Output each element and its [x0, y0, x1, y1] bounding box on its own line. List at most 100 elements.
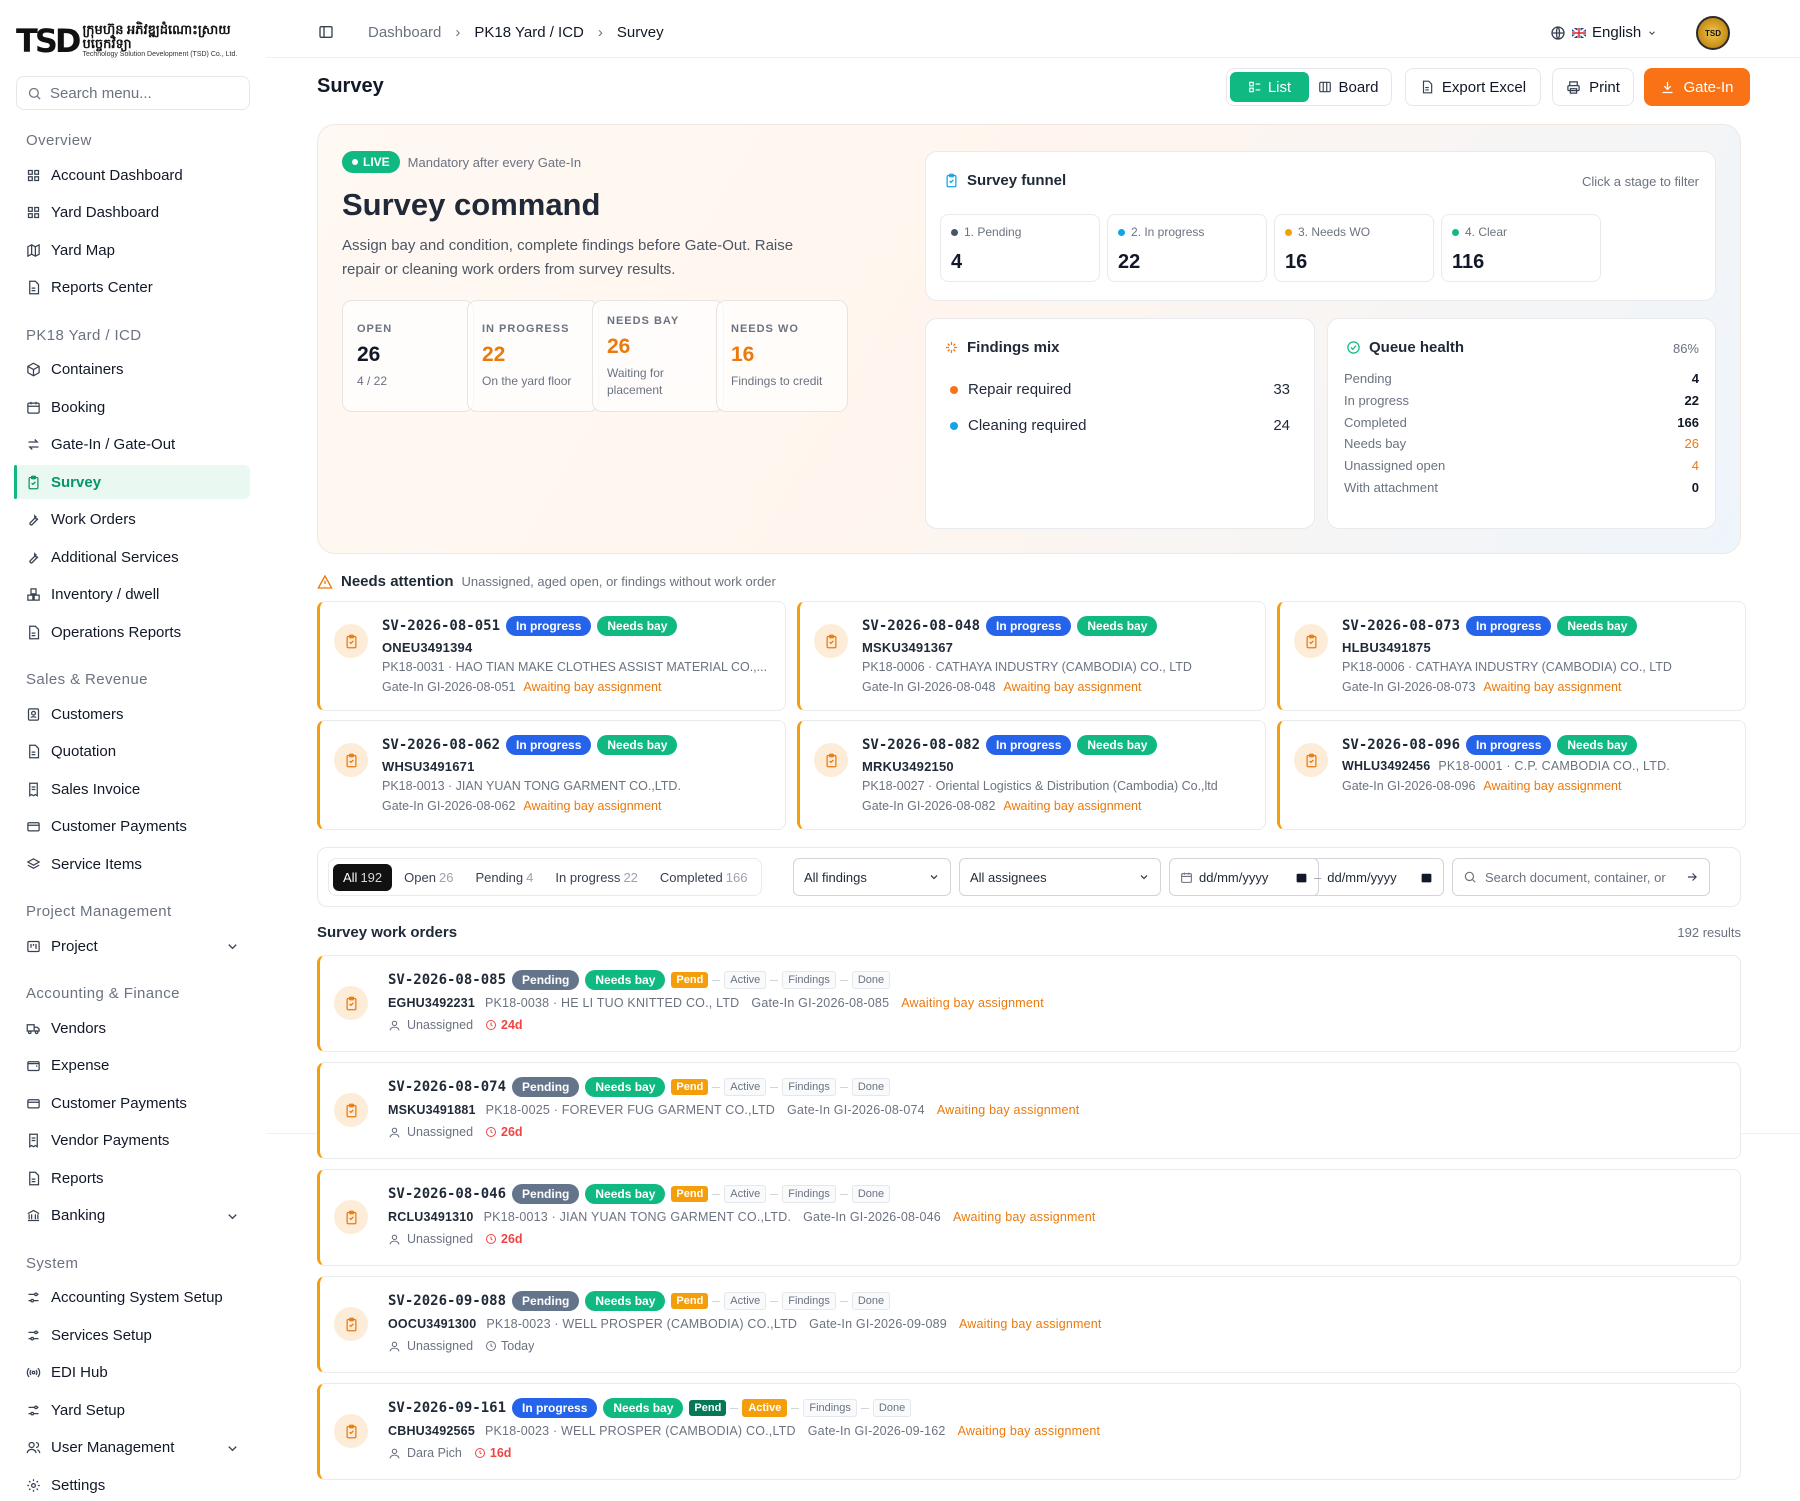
assignee[interactable]: Unassigned: [407, 1018, 474, 1032]
assignee[interactable]: Unassigned: [407, 1125, 474, 1139]
crumb-dashboard[interactable]: Dashboard: [368, 24, 442, 41]
kpi-card-open[interactable]: OPEN 26 4 / 22: [342, 300, 474, 412]
user-avatar[interactable]: TSD: [1696, 16, 1730, 50]
gate-in-ref[interactable]: Gate-In GI-2026-08-074: [787, 1103, 925, 1117]
findings-filter-select[interactable]: All findings: [793, 858, 951, 896]
survey-id[interactable]: SV-2026-08-048: [862, 618, 981, 634]
sidebar-item-accounting-system-setup[interactable]: Accounting System Setup: [16, 1281, 250, 1315]
sidebar-item-account-dashboard[interactable]: Account Dashboard: [16, 158, 250, 192]
survey-id[interactable]: SV-2026-08-051: [382, 618, 501, 634]
language-switcher[interactable]: English: [1550, 24, 1657, 41]
sidebar-item-inventory-dwell[interactable]: Inventory / dwell: [16, 578, 250, 612]
gate-in-ref[interactable]: Gate-In GI-2026-08-048: [862, 680, 996, 694]
sidebar-item-operations-reports[interactable]: Operations Reports: [16, 615, 250, 649]
survey-id[interactable]: SV-2026-08-074: [388, 1079, 507, 1095]
attention-card[interactable]: SV-2026-08-073 In progress Needs bay HLBU34…: [1277, 601, 1746, 711]
sidebar-item-vendors[interactable]: Vendors: [16, 1011, 250, 1045]
sidebar-item-customer-payments[interactable]: Customer Payments: [16, 810, 250, 844]
survey-id[interactable]: SV-2026-08-082: [862, 737, 981, 753]
survey-id[interactable]: SV-2026-08-073: [1342, 618, 1461, 634]
gate-in-ref[interactable]: Gate-In GI-2026-08-085: [751, 996, 890, 1010]
survey-id[interactable]: SV-2026-09-161: [388, 1400, 507, 1416]
funnel-stage-3[interactable]: 3. Needs WO 16: [1274, 214, 1434, 282]
work-order-row[interactable]: SV-2026-09-161 In progress Needs bay Pend Ac…: [317, 1383, 1741, 1480]
sidebar-item-banking[interactable]: Banking: [16, 1199, 250, 1233]
tab-completed[interactable]: Completed 166: [650, 864, 758, 891]
stage-label-text: 4. Clear: [1465, 225, 1508, 239]
sidebar-item-reports-center[interactable]: Reports Center: [16, 271, 250, 305]
survey-id[interactable]: SV-2026-09-088: [388, 1293, 507, 1309]
export-excel-button[interactable]: Export Excel: [1405, 68, 1541, 106]
sidebar-item-expense[interactable]: Expense: [16, 1049, 250, 1083]
gate-in-ref[interactable]: Gate-In GI-2026-09-089: [809, 1317, 947, 1331]
sidebar-item-customer-payments[interactable]: Customer Payments: [16, 1086, 250, 1120]
sidebar-item-services-setup[interactable]: Services Setup: [16, 1318, 250, 1352]
attention-card[interactable]: SV-2026-08-062 In progress Needs bay WHSU34…: [317, 720, 786, 830]
work-order-row[interactable]: SV-2026-08-085 Pending Needs bay Pend Active…: [317, 955, 1741, 1052]
list-view-button[interactable]: List: [1230, 72, 1309, 102]
survey-id[interactable]: SV-2026-08-062: [382, 737, 501, 753]
sidebar-item-yard-dashboard[interactable]: Yard Dashboard: [16, 196, 250, 230]
assignee[interactable]: Unassigned: [407, 1232, 474, 1246]
gate-in-ref[interactable]: Gate-In GI-2026-08-073: [1342, 680, 1476, 694]
funnel-stage-1[interactable]: 1. Pending 4: [940, 214, 1100, 282]
sidebar-item-work-orders[interactable]: Work Orders: [16, 503, 250, 537]
attention-card[interactable]: SV-2026-08-051 In progress Needs bay ONEU34…: [317, 601, 786, 711]
print-button[interactable]: Print: [1552, 68, 1634, 106]
sidebar-item-vendor-payments[interactable]: Vendor Payments: [16, 1124, 250, 1158]
tab-open[interactable]: Open 26: [394, 864, 463, 891]
sidebar-item-yard-map[interactable]: Yard Map: [16, 233, 250, 267]
kpi-card-needs-bay[interactable]: NEEDS BAY 26 Waiting for placement: [592, 300, 724, 412]
sidebar-item-containers[interactable]: Containers: [16, 353, 250, 387]
attention-card[interactable]: SV-2026-08-048 In progress Needs bay MSKU34…: [797, 601, 1266, 711]
kpi-card-needs-wo[interactable]: NEEDS WO 16 Findings to credit: [716, 300, 848, 412]
search-menu-input[interactable]: Search menu...: [16, 76, 250, 110]
attention-card[interactable]: SV-2026-08-096 In progress Needs bay WHLU34…: [1277, 720, 1746, 830]
list-search-input[interactable]: Search document, container, or: [1452, 858, 1710, 896]
sidebar-item-project[interactable]: Project: [16, 929, 250, 963]
gate-in-ref[interactable]: Gate-In GI-2026-08-096: [1342, 779, 1476, 793]
sidebar-item-reports[interactable]: Reports: [16, 1161, 250, 1195]
kpi-card-in-progress[interactable]: IN PROGRESS 22 On the yard floor: [467, 300, 599, 412]
attention-card[interactable]: SV-2026-08-082 In progress Needs bay MRKU34…: [797, 720, 1266, 830]
assignee-filter-select[interactable]: All assignees: [959, 858, 1161, 896]
date-to-input[interactable]: – dd/mm/yyyy: [1304, 858, 1444, 896]
funnel-stage-2[interactable]: 2. In progress 22: [1107, 214, 1267, 282]
sidebar-item-edi-hub[interactable]: EDI Hub: [16, 1356, 250, 1390]
tab-pending[interactable]: Pending 4: [465, 864, 543, 891]
gate-in-button[interactable]: Gate-In: [1644, 68, 1750, 106]
survey-id[interactable]: SV-2026-08-085: [388, 972, 507, 988]
gate-in-ref[interactable]: Gate-In GI-2026-08-051: [382, 680, 516, 694]
sidebar-item-settings[interactable]: Settings: [16, 1468, 250, 1501]
sidebar-item-service-items[interactable]: Service Items: [16, 847, 250, 881]
sidebar-toggle-icon[interactable]: [318, 24, 334, 40]
arrow-right-icon[interactable]: [1685, 870, 1699, 884]
date-from-input[interactable]: dd/mm/yyyy: [1169, 858, 1319, 896]
sidebar-item-quotation[interactable]: Quotation: [16, 735, 250, 769]
gate-in-ref[interactable]: Gate-In GI-2026-08-082: [862, 799, 996, 813]
sidebar-item-booking[interactable]: Booking: [16, 390, 250, 424]
funnel-stage-4[interactable]: 4. Clear 116: [1441, 214, 1601, 282]
brand-logo[interactable]: TSD ក្រុមហ៊ុន អភិវឌ្ឍដំណោះស្រាយបច្ចេកវិទ…: [16, 22, 250, 60]
sidebar-item-sales-invoice[interactable]: Sales Invoice: [16, 772, 250, 806]
sidebar-item-customers[interactable]: Customers: [16, 697, 250, 731]
sidebar-item-survey[interactable]: Survey: [14, 465, 250, 499]
work-order-row[interactable]: SV-2026-09-088 Pending Needs bay Pend Active…: [317, 1276, 1741, 1373]
gate-in-ref[interactable]: Gate-In GI-2026-08-046: [803, 1210, 941, 1224]
crumb-yard[interactable]: PK18 Yard / ICD: [474, 24, 584, 41]
tab-in-progress[interactable]: In progress 22: [545, 864, 648, 891]
sidebar-item-gate-in-gate-out[interactable]: Gate-In / Gate-Out: [16, 428, 250, 462]
sidebar-item-additional-services[interactable]: Additional Services: [16, 540, 250, 574]
gate-in-ref[interactable]: Gate-In GI-2026-08-062: [382, 799, 516, 813]
gate-in-ref[interactable]: Gate-In GI-2026-09-162: [807, 1424, 946, 1438]
work-order-row[interactable]: SV-2026-08-046 Pending Needs bay Pend Active…: [317, 1169, 1741, 1266]
assignee[interactable]: Dara Pich: [407, 1446, 462, 1460]
assignee[interactable]: Unassigned: [407, 1339, 474, 1353]
work-order-row[interactable]: SV-2026-08-074 Pending Needs bay Pend Active…: [317, 1062, 1741, 1159]
sidebar-item-user-management[interactable]: User Management: [16, 1431, 250, 1465]
board-view-button[interactable]: Board: [1309, 72, 1388, 102]
survey-id[interactable]: SV-2026-08-096: [1342, 737, 1461, 753]
sidebar-item-yard-setup[interactable]: Yard Setup: [16, 1393, 250, 1427]
tab-all[interactable]: All 192: [333, 863, 393, 891]
survey-id[interactable]: SV-2026-08-046: [388, 1186, 507, 1202]
